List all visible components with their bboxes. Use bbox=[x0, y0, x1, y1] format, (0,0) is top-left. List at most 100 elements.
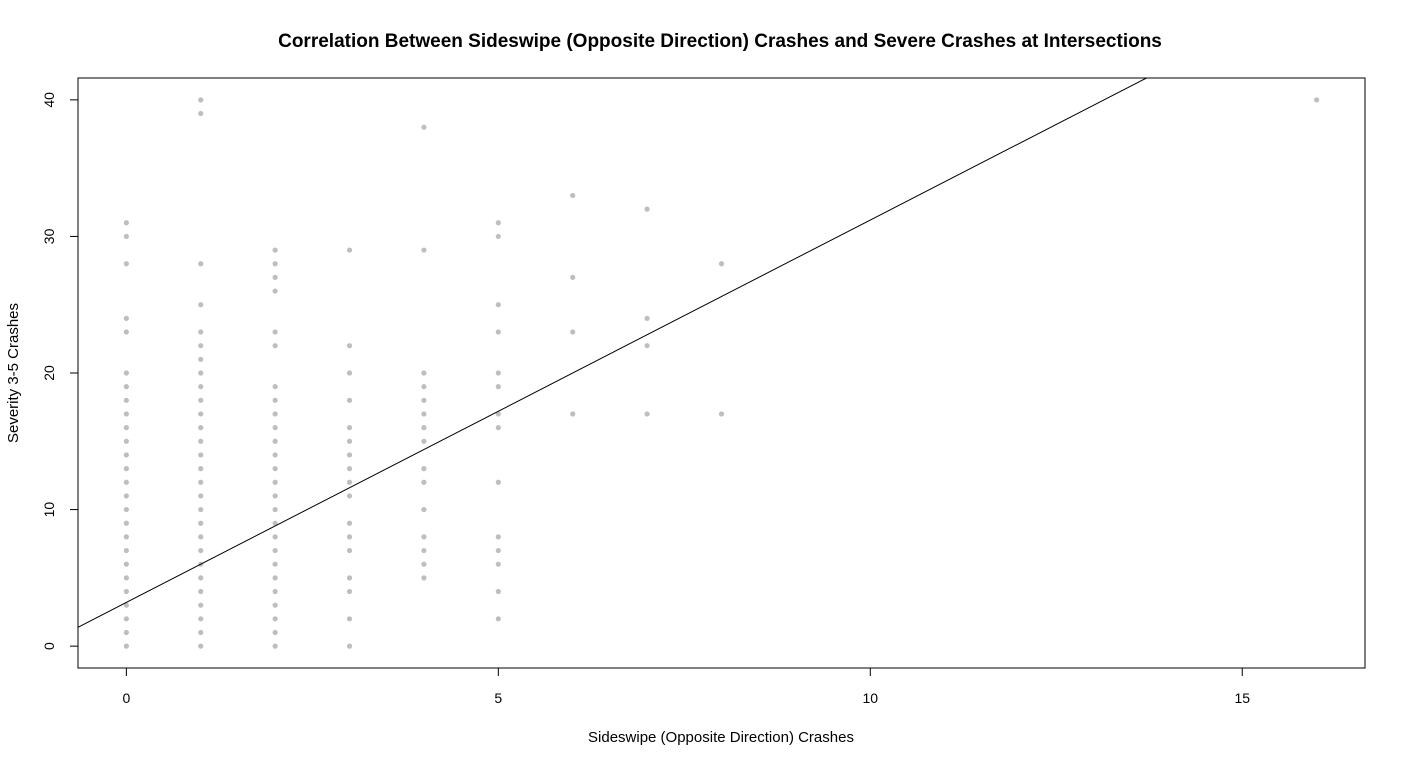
data-point bbox=[346, 343, 353, 349]
data-point bbox=[123, 411, 129, 417]
data-point bbox=[570, 192, 576, 199]
data-point bbox=[272, 343, 278, 349]
data-point bbox=[272, 274, 278, 280]
data-point bbox=[495, 616, 501, 622]
data-point bbox=[346, 247, 353, 253]
data-point bbox=[421, 506, 427, 513]
data-point bbox=[346, 493, 353, 499]
data-point bbox=[421, 384, 427, 390]
data-point bbox=[272, 643, 278, 649]
data-point bbox=[198, 370, 204, 376]
y-tick-label: 0 bbox=[41, 642, 57, 650]
data-point bbox=[272, 547, 278, 554]
data-point bbox=[495, 411, 501, 417]
data-point bbox=[272, 247, 278, 253]
data-point bbox=[495, 547, 501, 554]
data-point bbox=[495, 370, 501, 376]
data-point bbox=[198, 261, 204, 267]
data-point bbox=[421, 438, 427, 444]
data-point bbox=[123, 588, 129, 595]
data-point bbox=[198, 575, 204, 581]
data-point bbox=[272, 588, 278, 595]
data-point bbox=[123, 466, 129, 472]
data-point bbox=[495, 425, 501, 431]
data-point bbox=[644, 411, 650, 417]
data-point bbox=[346, 370, 353, 376]
data-point bbox=[272, 438, 278, 444]
data-point bbox=[718, 411, 725, 417]
data-point bbox=[421, 561, 427, 567]
data-point bbox=[272, 602, 278, 608]
data-point bbox=[272, 616, 278, 622]
data-point bbox=[495, 479, 501, 485]
data-point bbox=[272, 329, 278, 335]
data-point bbox=[495, 302, 501, 308]
data-point bbox=[495, 588, 501, 595]
plot-frame bbox=[77, 77, 1366, 669]
data-point bbox=[272, 534, 278, 540]
data-point bbox=[123, 438, 129, 444]
data-point bbox=[644, 343, 650, 349]
data-point bbox=[570, 274, 576, 280]
data-point bbox=[123, 425, 129, 431]
data-point bbox=[123, 329, 129, 335]
data-point bbox=[272, 466, 278, 472]
x-tick-label: 0 bbox=[122, 690, 130, 706]
data-point bbox=[123, 575, 129, 581]
data-point bbox=[198, 534, 204, 540]
data-point bbox=[495, 233, 501, 240]
data-point bbox=[198, 397, 204, 403]
data-point bbox=[198, 384, 204, 390]
data-point bbox=[198, 547, 204, 554]
data-point bbox=[198, 588, 204, 595]
data-point bbox=[421, 547, 427, 554]
data-point bbox=[272, 288, 278, 294]
y-tick-label: 40 bbox=[41, 92, 57, 108]
data-point bbox=[346, 643, 353, 649]
data-point bbox=[421, 425, 427, 431]
data-point bbox=[495, 384, 501, 390]
data-point bbox=[198, 643, 204, 649]
data-point bbox=[198, 479, 204, 485]
data-point bbox=[198, 602, 204, 608]
data-point bbox=[421, 575, 427, 581]
data-point bbox=[198, 466, 204, 472]
data-point bbox=[123, 643, 129, 649]
x-tick-label: 10 bbox=[862, 690, 878, 706]
data-point bbox=[495, 561, 501, 567]
data-point bbox=[123, 384, 129, 390]
data-point bbox=[346, 466, 353, 472]
data-point bbox=[198, 506, 204, 513]
data-point bbox=[421, 479, 427, 485]
data-point bbox=[123, 452, 129, 458]
data-point bbox=[272, 397, 278, 403]
data-point bbox=[198, 438, 204, 444]
data-point bbox=[346, 616, 353, 622]
data-point bbox=[198, 425, 204, 431]
data-point bbox=[346, 575, 353, 581]
data-point bbox=[123, 534, 129, 540]
data-point bbox=[272, 575, 278, 581]
data-point bbox=[1314, 97, 1320, 103]
data-point bbox=[123, 220, 129, 226]
x-axis-label: Sideswipe (Opposite Direction) Crashes bbox=[588, 729, 854, 746]
data-point bbox=[346, 534, 353, 540]
data-point bbox=[272, 425, 278, 431]
data-point bbox=[421, 534, 427, 540]
data-point bbox=[272, 506, 278, 513]
data-point bbox=[123, 370, 129, 376]
data-point bbox=[198, 329, 204, 335]
data-point bbox=[421, 466, 427, 472]
data-point bbox=[198, 343, 204, 349]
data-point bbox=[346, 425, 353, 431]
data-point bbox=[272, 520, 278, 526]
data-point bbox=[272, 261, 278, 267]
data-point bbox=[123, 506, 129, 513]
data-point bbox=[123, 315, 129, 321]
data-point bbox=[346, 452, 353, 458]
data-point bbox=[198, 411, 204, 417]
data-point bbox=[495, 534, 501, 540]
data-point bbox=[198, 616, 204, 622]
data-point bbox=[123, 493, 129, 499]
data-point bbox=[123, 629, 129, 636]
